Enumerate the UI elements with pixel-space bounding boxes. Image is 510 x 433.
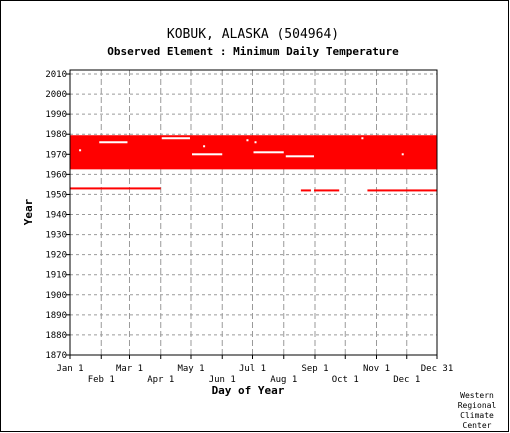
y-tick-label: 1900 (45, 291, 67, 301)
missing-data-layer (79, 137, 404, 158)
x-axis: Jan 1 Mar 1 May 1 Jul 1 Sep 1 Nov 1 Dec 31 Feb … (56, 355, 453, 385)
missing-gap (401, 153, 404, 156)
y-tick-label: 1870 (45, 351, 67, 361)
x-tick-label: Dec 31 (421, 364, 454, 374)
missing-gap (285, 155, 314, 158)
missing-gap (203, 145, 206, 148)
y-axis-label: Year (22, 198, 35, 225)
y-tick-label: 1920 (45, 251, 67, 261)
credit-block: Western Regional Climate Center (458, 391, 497, 430)
plot-area (69, 69, 438, 356)
y-tick-label: 1980 (45, 130, 67, 140)
x-axis-label: Day of Year (212, 384, 285, 397)
credit-line-3: Climate (460, 411, 494, 420)
missing-gap (246, 139, 249, 142)
observed-range (313, 189, 340, 192)
observed-range (70, 187, 161, 190)
x-tick-label: Apr 1 (147, 375, 174, 385)
missing-gap (79, 149, 82, 152)
y-tick-label: 1930 (45, 231, 67, 241)
grid (70, 70, 437, 355)
x-tick-label: Sep 1 (301, 364, 328, 374)
missing-gap (161, 137, 190, 140)
y-tick-label: 1990 (45, 110, 67, 120)
y-tick-label: 2000 (45, 90, 67, 100)
missing-gap (99, 141, 128, 144)
chart-subtitle: Observed Element : Minimum Daily Tempera… (107, 45, 399, 58)
x-tick-label: Dec 1 (393, 375, 420, 385)
credit-line-1: Western (460, 391, 494, 400)
missing-gap (361, 137, 364, 140)
x-tick-label: Jul 1 (239, 364, 266, 374)
x-tick-label: Oct 1 (332, 375, 359, 385)
chart-title: KOBUK, ALASKA (504964) (167, 27, 339, 42)
missing-gap (253, 151, 284, 154)
x-tick-label: May 1 (177, 364, 204, 374)
y-tick-label: 2010 (45, 70, 67, 80)
missing-gap (254, 141, 257, 144)
x-tick-label: Aug 1 (270, 375, 297, 385)
observed-range (300, 189, 311, 192)
credit-line-2: Regional (458, 401, 497, 410)
credit-line-4: Center (463, 421, 492, 430)
y-tick-label: 1890 (45, 311, 67, 321)
x-tick-label: Jan 1 (56, 364, 83, 374)
missing-gap (191, 153, 223, 156)
x-tick-label: Mar 1 (116, 364, 143, 374)
observed-range (367, 189, 437, 192)
y-tick-label: 1970 (45, 150, 67, 160)
y-tick-label: 1960 (45, 170, 67, 180)
y-axis: 2010 2000 1990 1980 1970 1960 1950 1940 1930 1920… (45, 70, 70, 361)
x-tick-label: Nov 1 (363, 364, 390, 374)
y-tick-label: 1910 (45, 271, 67, 281)
x-tick-label: Jun 1 (209, 375, 236, 385)
y-tick-label: 1950 (45, 190, 67, 200)
x-tick-label: Feb 1 (88, 375, 115, 385)
y-tick-label: 1940 (45, 211, 67, 221)
data-layer (70, 135, 437, 192)
y-tick-label: 1880 (45, 331, 67, 341)
